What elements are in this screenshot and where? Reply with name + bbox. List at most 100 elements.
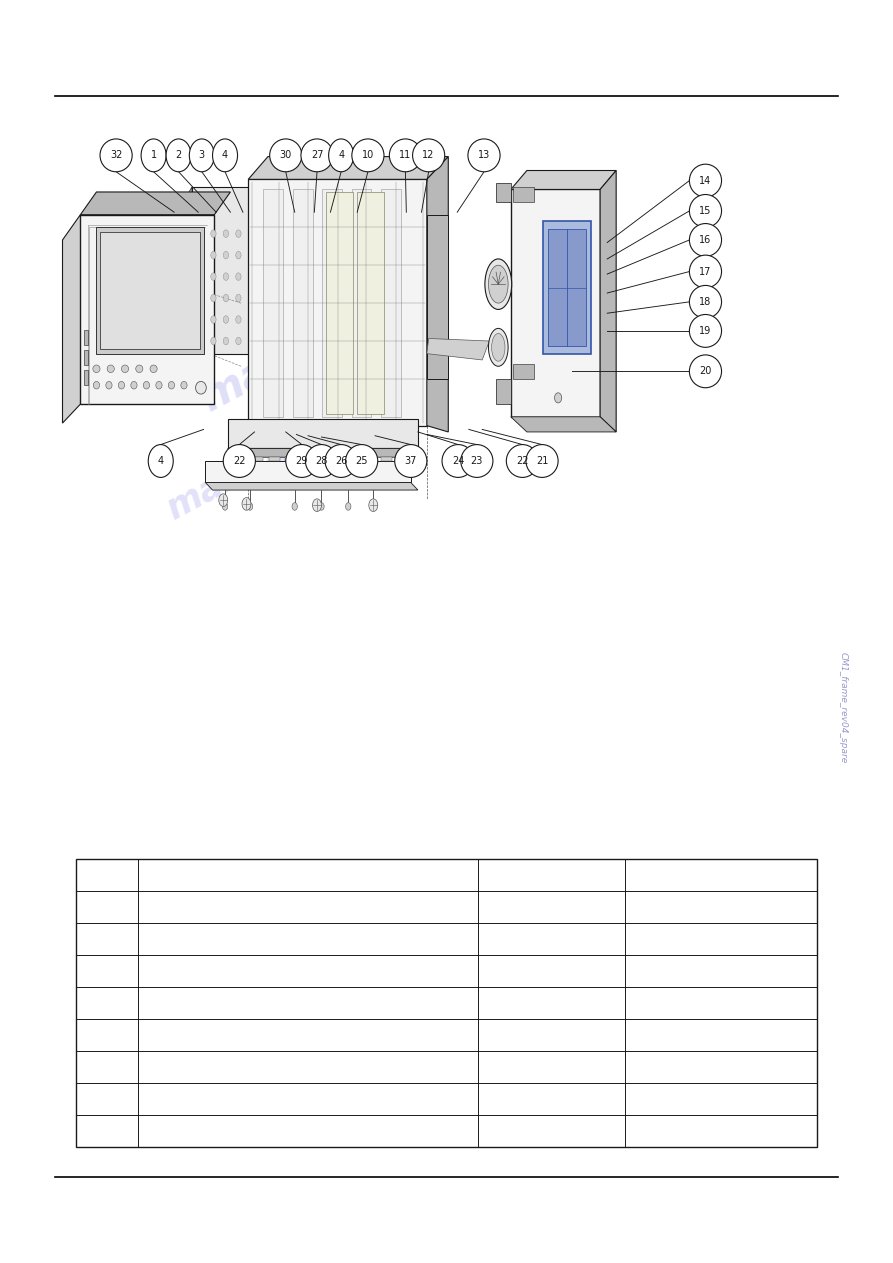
Circle shape xyxy=(371,503,376,510)
Ellipse shape xyxy=(286,445,318,477)
Circle shape xyxy=(313,499,321,512)
Text: 1: 1 xyxy=(151,150,156,160)
Polygon shape xyxy=(511,417,616,432)
Ellipse shape xyxy=(329,139,354,172)
Text: 30: 30 xyxy=(280,150,292,160)
Text: CM1_frame_rev04_spare: CM1_frame_rev04_spare xyxy=(839,652,847,763)
Ellipse shape xyxy=(468,139,500,172)
Ellipse shape xyxy=(107,365,114,373)
Circle shape xyxy=(248,251,254,259)
Text: 32: 32 xyxy=(110,150,122,160)
Text: manualslib: manualslib xyxy=(194,263,440,419)
Polygon shape xyxy=(548,229,586,346)
Text: 11: 11 xyxy=(399,150,412,160)
Ellipse shape xyxy=(442,445,474,477)
Text: 22: 22 xyxy=(516,456,529,466)
Polygon shape xyxy=(357,192,384,414)
Circle shape xyxy=(211,337,216,345)
Circle shape xyxy=(261,230,266,237)
Circle shape xyxy=(248,294,254,302)
Circle shape xyxy=(247,503,253,510)
Polygon shape xyxy=(352,189,371,417)
Ellipse shape xyxy=(155,381,162,389)
Ellipse shape xyxy=(689,195,722,227)
Circle shape xyxy=(236,337,241,345)
Polygon shape xyxy=(228,419,418,448)
Polygon shape xyxy=(427,338,489,360)
Ellipse shape xyxy=(270,139,302,172)
Circle shape xyxy=(223,273,229,280)
Ellipse shape xyxy=(121,365,129,373)
Text: 23: 23 xyxy=(471,456,483,466)
Polygon shape xyxy=(228,448,425,457)
Ellipse shape xyxy=(143,381,149,389)
Text: 18: 18 xyxy=(699,297,712,307)
Ellipse shape xyxy=(689,314,722,347)
Polygon shape xyxy=(301,457,312,461)
Text: 12: 12 xyxy=(422,150,435,160)
Circle shape xyxy=(236,294,241,302)
Ellipse shape xyxy=(346,445,378,477)
Ellipse shape xyxy=(196,381,206,394)
Ellipse shape xyxy=(413,139,445,172)
Text: 16: 16 xyxy=(699,235,712,245)
Ellipse shape xyxy=(189,139,214,172)
Polygon shape xyxy=(427,157,448,432)
Circle shape xyxy=(211,273,216,280)
Ellipse shape xyxy=(150,365,157,373)
Circle shape xyxy=(198,251,204,259)
Text: 14: 14 xyxy=(699,176,712,186)
Circle shape xyxy=(236,273,241,280)
Ellipse shape xyxy=(100,139,132,172)
Polygon shape xyxy=(237,457,247,461)
Ellipse shape xyxy=(130,381,137,389)
Text: 21: 21 xyxy=(536,456,548,466)
Circle shape xyxy=(198,316,204,323)
Polygon shape xyxy=(63,215,80,423)
Ellipse shape xyxy=(325,445,357,477)
Circle shape xyxy=(211,230,216,237)
Polygon shape xyxy=(205,461,411,482)
Polygon shape xyxy=(84,330,88,345)
Ellipse shape xyxy=(689,285,722,318)
Ellipse shape xyxy=(213,139,238,172)
Circle shape xyxy=(248,273,254,280)
Circle shape xyxy=(223,316,229,323)
Polygon shape xyxy=(543,221,591,354)
Ellipse shape xyxy=(136,365,143,373)
Ellipse shape xyxy=(148,445,173,477)
Text: 27: 27 xyxy=(311,150,323,160)
Text: 15: 15 xyxy=(699,206,712,216)
Ellipse shape xyxy=(395,445,427,477)
Polygon shape xyxy=(513,187,534,202)
Circle shape xyxy=(219,494,228,506)
Polygon shape xyxy=(100,232,200,349)
Text: 4: 4 xyxy=(158,456,163,466)
Circle shape xyxy=(261,316,266,323)
Ellipse shape xyxy=(305,445,338,477)
Ellipse shape xyxy=(105,381,113,389)
Polygon shape xyxy=(80,215,214,404)
Text: 2: 2 xyxy=(176,150,181,160)
Polygon shape xyxy=(192,187,304,354)
Polygon shape xyxy=(80,192,230,215)
Ellipse shape xyxy=(389,139,421,172)
Polygon shape xyxy=(496,379,511,404)
Circle shape xyxy=(319,503,324,510)
Circle shape xyxy=(555,393,562,403)
Bar xyxy=(76,859,817,1147)
Polygon shape xyxy=(600,171,616,432)
Circle shape xyxy=(236,251,241,259)
Polygon shape xyxy=(248,157,448,179)
Text: 3: 3 xyxy=(199,150,204,160)
Polygon shape xyxy=(84,370,88,385)
Ellipse shape xyxy=(461,445,493,477)
Circle shape xyxy=(211,251,216,259)
Circle shape xyxy=(223,337,229,345)
Ellipse shape xyxy=(526,445,558,477)
Ellipse shape xyxy=(223,445,255,477)
Ellipse shape xyxy=(169,381,175,389)
Circle shape xyxy=(198,294,204,302)
Circle shape xyxy=(261,337,266,345)
Ellipse shape xyxy=(506,445,538,477)
